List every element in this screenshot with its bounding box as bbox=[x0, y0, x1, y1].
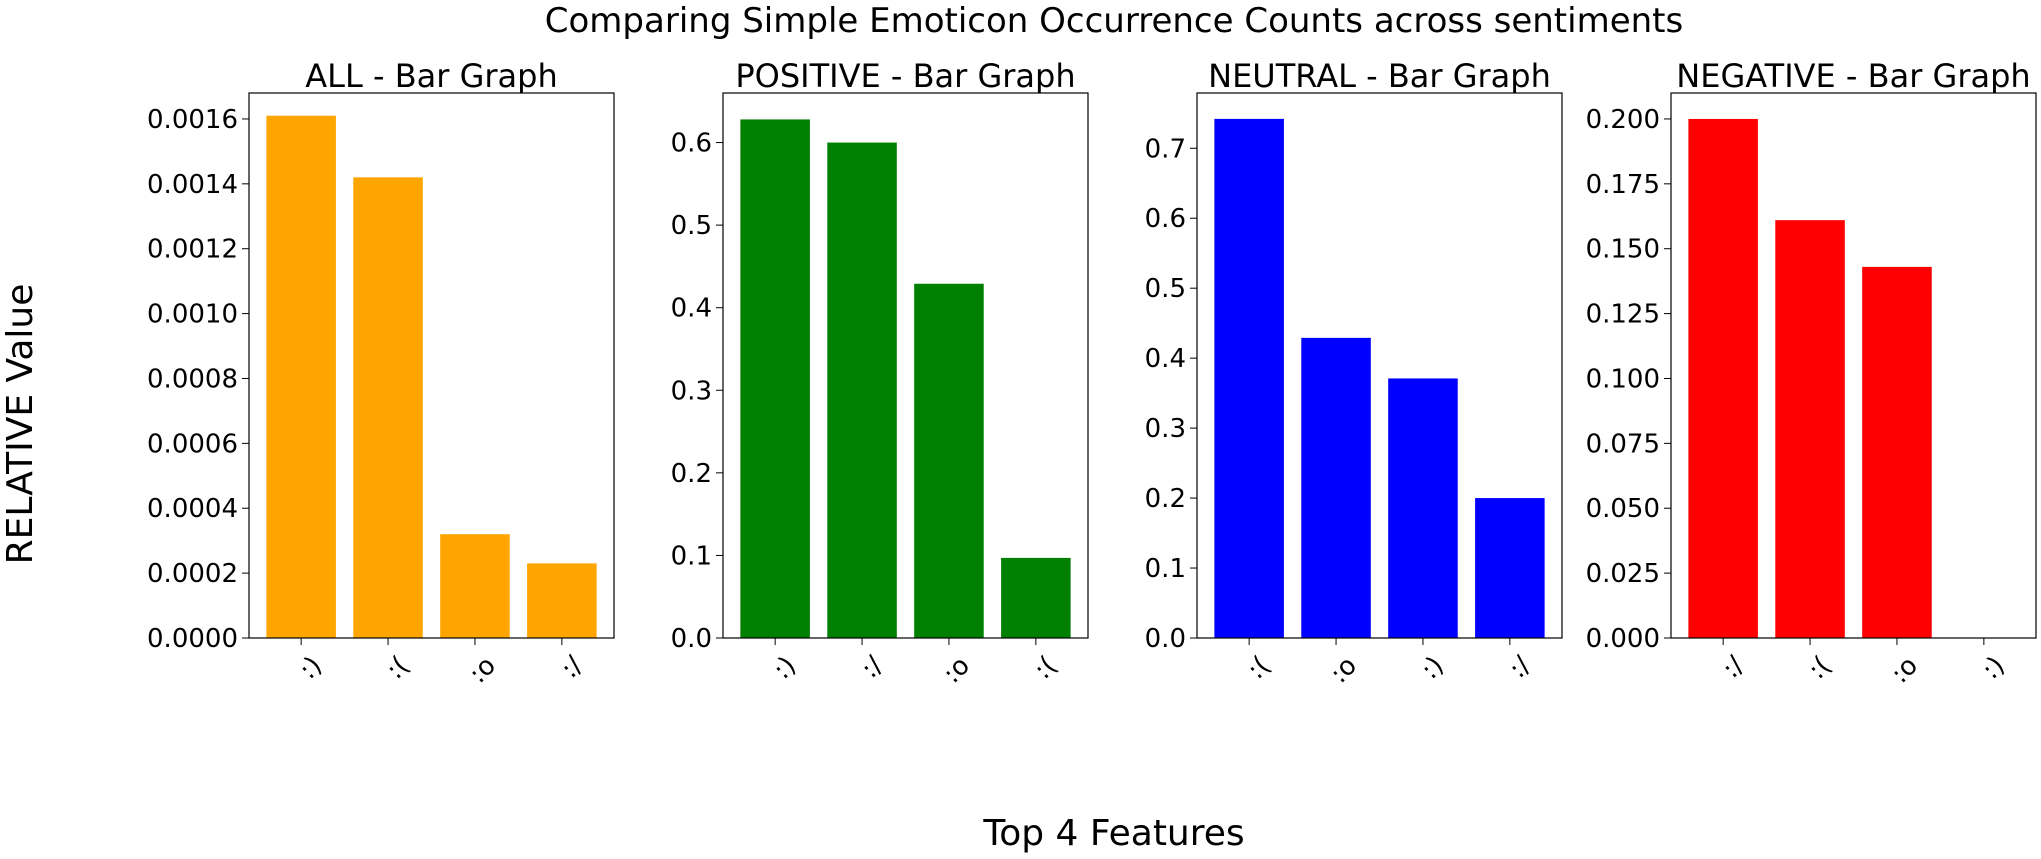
subplot-3: NEUTRAL - Bar Graph :( :o:) :/ 0.0 0.1 0.2 0.3 0… bbox=[1145, 57, 1563, 690]
y-tick-label: 0.5 bbox=[1145, 274, 1186, 304]
y-tick-label: 0.7 bbox=[1145, 134, 1186, 164]
x-tick-label: :o bbox=[1885, 651, 1924, 690]
bar bbox=[440, 534, 510, 638]
y-tick-label: 0.200 bbox=[1586, 105, 1660, 135]
plot-frame bbox=[1670, 92, 2037, 639]
y-tick-label: 0.0016 bbox=[147, 105, 238, 135]
bar bbox=[353, 177, 423, 638]
y-tick-label: 0.0014 bbox=[147, 170, 238, 200]
plot-frame bbox=[248, 92, 615, 639]
subplot-1: ALL - Bar Graph:) :( :o :/ 0.0000 0.0002 0.000… bbox=[147, 57, 615, 690]
bar bbox=[527, 563, 597, 638]
x-tick-label: :( bbox=[1802, 651, 1837, 686]
x-tick-label: :( bbox=[1242, 651, 1277, 686]
bar bbox=[1688, 118, 1758, 638]
y-tick-label: 0.0012 bbox=[147, 235, 238, 265]
y-tick-label: 0.3 bbox=[1145, 414, 1186, 444]
x-tick-label: :o bbox=[1324, 651, 1363, 690]
y-tick-label: 0.6 bbox=[1145, 204, 1186, 234]
bar bbox=[827, 142, 897, 638]
x-tick-label: :o bbox=[463, 651, 502, 690]
figure-title: Comparing Simple Emoticon Occurrence Cou… bbox=[545, 1, 1683, 41]
y-tick-label: 0.3 bbox=[671, 376, 712, 406]
plot-frame bbox=[722, 92, 1089, 639]
bar bbox=[1388, 378, 1458, 638]
y-tick-label: 0.2 bbox=[671, 459, 712, 489]
x-tick-label: :( bbox=[1028, 651, 1063, 686]
x-tick-label: :/ bbox=[855, 651, 889, 685]
x-tick-label: :( bbox=[380, 651, 415, 686]
bar bbox=[1301, 337, 1371, 638]
x-tick-label: :) bbox=[1976, 651, 2011, 686]
bar bbox=[1214, 118, 1284, 639]
y-tick-label: 0.4 bbox=[1145, 344, 1186, 374]
subplot-title: ALL - Bar Graph bbox=[305, 57, 557, 95]
y-tick-label: 0.0 bbox=[1145, 624, 1186, 654]
y-tick-label: 0.175 bbox=[1586, 170, 1660, 200]
y-tick-label: 0.150 bbox=[1586, 235, 1660, 265]
x-tick-label: :/ bbox=[555, 651, 589, 685]
y-axis-label: RELATIVE Value bbox=[0, 284, 41, 565]
y-tick-label: 0.050 bbox=[1586, 494, 1660, 524]
subplot-4: NEGATIVE - Bar Graph :/ :( :o:) 0.000 0.025 0.… bbox=[1586, 57, 2037, 690]
y-tick-label: 0.2 bbox=[1145, 484, 1186, 514]
x-tick-label: :/ bbox=[1503, 651, 1537, 685]
x-axis-label: Top 4 Features bbox=[982, 813, 1244, 854]
y-tick-label: 0.1 bbox=[671, 541, 712, 571]
subplot-title: NEGATIVE - Bar Graph bbox=[1676, 57, 2030, 95]
y-tick-label: 0.6 bbox=[671, 129, 712, 159]
bar bbox=[1475, 498, 1545, 638]
y-tick-label: 0.5 bbox=[671, 211, 712, 241]
bar bbox=[1775, 220, 1845, 638]
y-tick-label: 0.100 bbox=[1586, 364, 1660, 394]
x-tick-label: :) bbox=[768, 651, 803, 686]
y-tick-label: 0.0008 bbox=[147, 364, 238, 394]
subplot-title: NEUTRAL - Bar Graph bbox=[1208, 57, 1551, 95]
x-tick-label: :) bbox=[294, 651, 329, 686]
y-tick-label: 0.125 bbox=[1586, 300, 1660, 330]
bar bbox=[740, 119, 810, 638]
y-tick-label: 0.0006 bbox=[147, 429, 238, 459]
y-tick-label: 0.4 bbox=[671, 294, 712, 324]
y-tick-label: 0.025 bbox=[1586, 559, 1660, 589]
y-tick-label: 0.0 bbox=[671, 624, 712, 654]
y-tick-label: 0.0004 bbox=[147, 494, 238, 524]
y-tick-label: 0.0000 bbox=[147, 624, 238, 654]
y-tick-label: 0.000 bbox=[1586, 624, 1660, 654]
y-tick-label: 0.075 bbox=[1586, 429, 1660, 459]
bar bbox=[1862, 266, 1932, 638]
y-tick-label: 0.0010 bbox=[147, 300, 238, 330]
subplot-2: POSITIVE - Bar Graph:) :/ :o :( 0.0 0.1 0.2 0.3… bbox=[671, 57, 1089, 690]
x-tick-label: :o bbox=[937, 651, 976, 690]
bar bbox=[266, 115, 336, 639]
x-tick-label: :/ bbox=[1716, 651, 1750, 685]
y-tick-label: 0.1 bbox=[1145, 554, 1186, 584]
subplots: ALL - Bar Graph:) :( :o :/ 0.0000 0.0002 0.000… bbox=[147, 57, 2037, 690]
bar bbox=[1001, 557, 1071, 638]
bar bbox=[914, 283, 984, 638]
y-tick-label: 0.0002 bbox=[147, 559, 238, 589]
x-tick-label: :) bbox=[1415, 651, 1450, 686]
plot-frame bbox=[1196, 92, 1563, 639]
subplot-title: POSITIVE - Bar Graph bbox=[735, 57, 1075, 95]
